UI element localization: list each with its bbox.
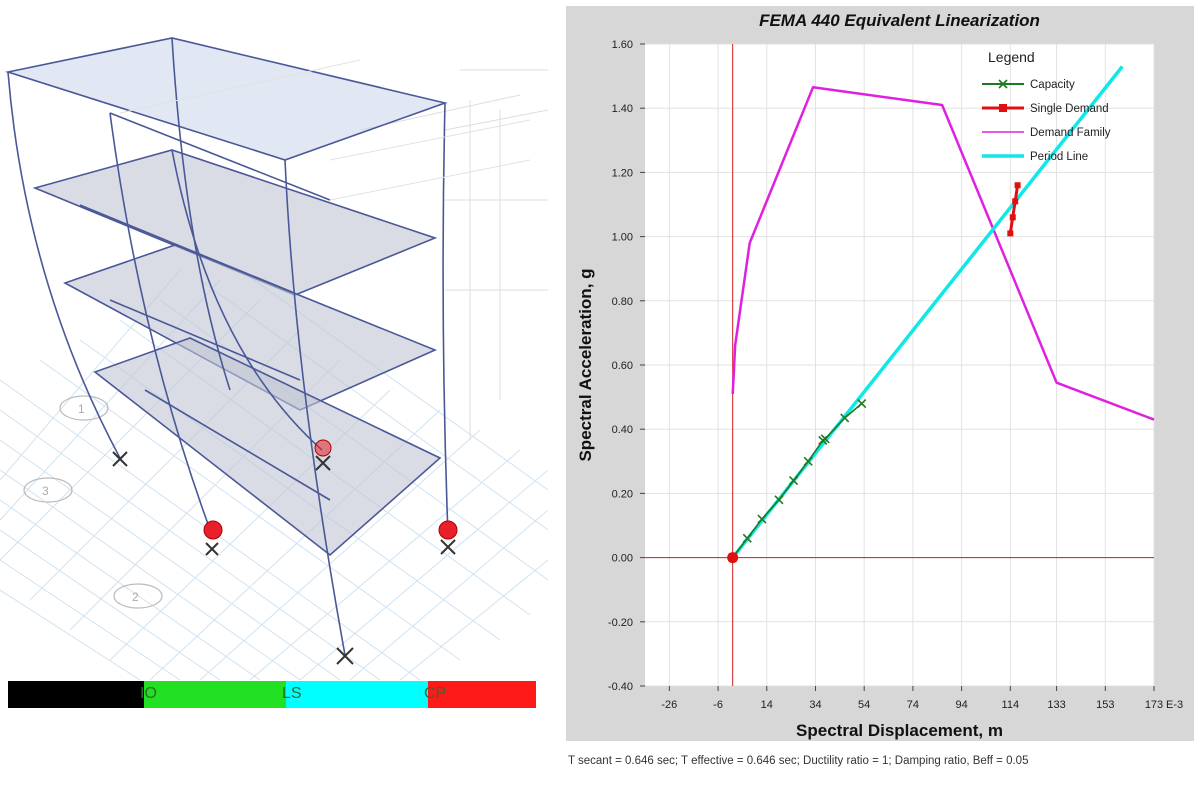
x-axis-label: Spectral Displacement, m (796, 721, 1003, 740)
status-text: T secant = 0.646 sec; T effective = 0.64… (568, 755, 1029, 767)
x-tick-label: 114 (1002, 699, 1020, 711)
grid-bubbles (23, 395, 163, 609)
y-tick-label: 1.40 (612, 103, 633, 115)
x-tick-label: 133 (1047, 699, 1065, 711)
x-tick-label: -26 (661, 699, 677, 711)
x-tick-label: 94 (955, 699, 967, 711)
series-demand-family (731, 86, 1155, 421)
legend-entry-label: Period Line (1030, 151, 1088, 163)
y-tick-label: 0.40 (612, 424, 633, 436)
x-tick-label: 173 (1145, 699, 1163, 711)
support-icons (112, 451, 456, 665)
capacity-point-marker (774, 495, 784, 505)
y-tick-label: 0.80 (612, 296, 633, 308)
capacity-point-marker (820, 434, 830, 444)
legend-entry-label: Capacity (1030, 79, 1075, 91)
single-demand-point-marker (1007, 230, 1014, 237)
legend-label-io: IO (140, 685, 157, 702)
legend-label-cp: CP (424, 685, 447, 702)
chart-title: FEMA 440 Equivalent Linearization (759, 11, 1040, 30)
plastic-hinge-icons (203, 439, 458, 540)
x-tick-label: 74 (907, 699, 919, 711)
y-tick-label: 1.20 (612, 167, 633, 179)
x-tick-label: 153 (1096, 699, 1114, 711)
floor-slabs (4, 37, 448, 557)
legend-marker (999, 104, 1007, 112)
grid-label-3: 3 (42, 484, 49, 498)
y-tick-label: 1.60 (612, 39, 633, 51)
3d-model-view[interactable]: 1 3 2 (0, 0, 548, 740)
x-tick-label: 14 (761, 699, 773, 711)
faint-lines (119, 59, 531, 201)
y-tick-label: 1.00 (612, 232, 633, 244)
capacity-point-marker (742, 533, 752, 543)
pushover-chart-panel: -0.40 -0.20 0.00 0.20 0.40 0.60 0.80 1.00 1.20 1.… (566, 6, 1194, 741)
background-gridlines (359, 69, 548, 440)
capacity-point-marker (857, 398, 867, 409)
legend-label-ls: LS (282, 685, 302, 702)
y-tick-label: -0.40 (608, 681, 633, 693)
legend-segment-io-ls: IO (140, 681, 286, 708)
grid-label-1: 1 (78, 402, 85, 416)
status-bar: T secant = 0.646 sec; T effective = 0.64… (566, 741, 1204, 794)
x-unit-suffix: E-3 (1166, 699, 1183, 711)
grid-label-2: 2 (132, 590, 139, 604)
x-tick-label: 54 (858, 699, 870, 711)
legend-marker (998, 79, 1008, 89)
legend-entry-label: Single Demand (1030, 103, 1109, 115)
capacity-point-marker (757, 514, 767, 524)
single-demand-point-marker (1012, 198, 1019, 205)
legend-segment-cp-c: CP (424, 681, 536, 708)
legend-entry-label: Demand Family (1030, 127, 1111, 139)
series-capacity (732, 402, 863, 559)
hinge-state-legend-bar: IO LS CP (8, 681, 536, 708)
columns (7, 37, 449, 656)
performance-point-marker (727, 552, 739, 564)
single-demand-point-marker (1009, 214, 1016, 221)
single-demand-point-marker (1014, 182, 1021, 189)
capacity-point-marker (788, 475, 799, 486)
y-axis-label: Spectral Acceleration, g (576, 268, 595, 461)
x-tick-label: -6 (713, 699, 723, 711)
y-tick-label: -0.20 (608, 617, 633, 629)
y-tick-label: 0.60 (612, 360, 633, 372)
x-tick-label: 34 (809, 699, 821, 711)
series-single-demand (1008, 184, 1020, 234)
y-tick-label: 0.00 (612, 553, 633, 565)
capacity-point-marker (803, 456, 813, 466)
frame-model-drawing[interactable]: 1 3 2 (0, 0, 548, 680)
legend-segment-b-io (8, 681, 144, 708)
legend-title: Legend (988, 49, 1035, 65)
y-tick-label: 0.20 (612, 488, 633, 500)
capacity-point-marker (840, 413, 850, 423)
pushover-curve-chart[interactable]: -0.40 -0.20 0.00 0.20 0.40 0.60 0.80 1.00 1.20 1.… (566, 6, 1194, 741)
legend-segment-ls-cp: LS (282, 681, 428, 708)
